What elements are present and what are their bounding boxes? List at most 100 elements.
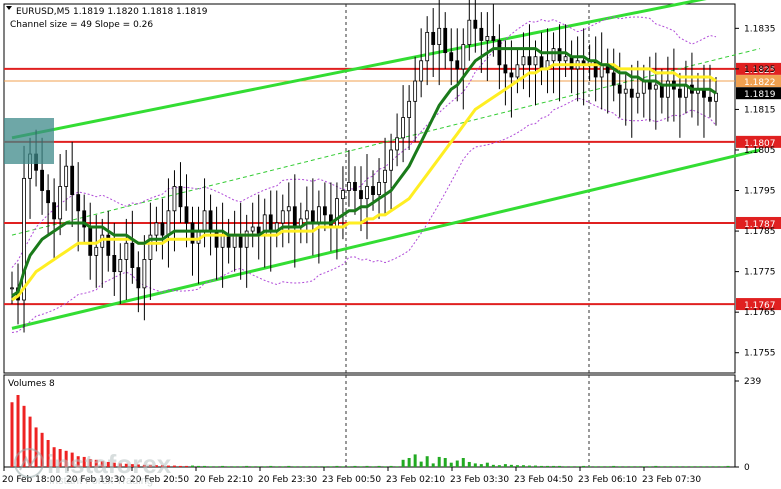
ma-yellow-line [11,63,717,302]
level-tag-1 [736,135,781,148]
candle-body-2 [22,177,26,301]
candle-body-16 [106,234,111,256]
current-price-tag-1 [736,87,781,100]
current-price-label-0: 1.1822 [744,78,776,88]
candle-body-50 [310,210,315,224]
x-tick-label-5: 23 Feb 00:50 [322,475,381,485]
candle-body-14 [94,246,99,256]
x-tick-label-10: 23 Feb 07:30 [642,475,701,485]
watermark-brand: instaforex [47,449,172,479]
candle-body-117 [714,92,718,102]
candle-body-116 [708,96,712,102]
level-label-3: 1.1767 [744,301,776,311]
candle-body-85 [521,56,526,66]
level-tag-0 [736,62,781,75]
candle-body-92 [563,56,568,62]
candle-body-101 [617,84,622,94]
candle-body-91 [557,48,562,62]
candle-body-11 [76,194,81,212]
current-price-label-1: 1.1819 [744,90,776,100]
candle-body-60 [371,186,375,195]
candle-body-34 [214,230,219,248]
candle-body-8 [58,186,63,220]
candle-body-81 [497,40,502,66]
level-tag-2 [736,216,781,229]
indicator-text: Channel size = 49 Slope = 0.26 [10,20,153,30]
y-tick-label-1: 1.1825 [744,65,776,75]
y-tick-label-0: 1.1835 [744,24,776,34]
watermark-tagline: Instant Forex Trading [49,475,153,487]
candle-body-24 [154,222,159,236]
volume-y-tick-label-1: 0 [744,463,750,473]
y-tick-label-7: 1.1765 [744,308,776,318]
logo-arrow-icon [19,453,39,471]
candle-body-73 [449,52,454,62]
candle-body-36 [226,234,231,248]
candle-body-13 [88,226,93,256]
candle-body-93 [569,56,574,70]
candle-body-51 [316,206,321,224]
candle-body-6 [46,190,51,204]
candle-body-18 [118,259,123,273]
candle-body-105 [641,80,646,94]
candle-body-29 [184,206,189,224]
candle-body-88 [539,56,544,70]
candle-body-32 [202,210,207,232]
logo-ring-icon [14,448,44,478]
candle-body-37 [232,234,237,248]
channel-upper-line [11,0,707,140]
candle-body-56 [347,182,351,191]
candle-body-65 [401,117,406,139]
candle-body-0 [10,287,14,290]
candle-body-100 [611,72,616,86]
x-tick-label-1: 20 Feb 19:30 [66,475,125,485]
candle-body-63 [389,149,393,171]
candle-body-47 [292,206,297,228]
band-lower [11,97,717,333]
candle-body-55 [341,190,345,200]
candle-body-46 [286,206,291,212]
candle-body-104 [635,92,640,98]
candle-body-61 [377,182,381,195]
candle-body-49 [304,210,309,220]
candle-body-108 [659,84,664,98]
candle-body-12 [82,210,87,228]
candle-body-27 [172,186,177,212]
candle-body-103 [629,88,634,98]
y-tick-label-4: 1.1795 [744,187,776,197]
candle-body-45 [280,210,285,224]
candle-body-86 [527,56,532,66]
candle-body-33 [208,210,213,232]
candle-body-26 [166,210,171,236]
candle-body-43 [268,214,273,232]
y-tick-label-5: 1.1785 [744,227,776,237]
x-tick-label-4: 20 Feb 23:30 [258,475,317,485]
candle-body-5 [40,169,44,191]
candle-body-74 [455,60,460,70]
candle-body-80 [491,36,496,41]
candle-body-58 [359,190,363,200]
candle-body-72 [443,27,448,54]
candle-body-59 [365,186,369,200]
candle-body-87 [533,56,538,66]
candle-body-83 [509,72,514,78]
candle-body-76 [467,19,472,45]
candle-body-25 [160,222,165,236]
price-panel-frame [3,3,736,374]
candle-body-21 [136,267,141,289]
channel-lower-line [11,148,761,330]
candle-body-52 [322,206,327,216]
band-upper [11,15,717,268]
current-price-tag-0 [736,75,781,88]
x-tick-label-8: 23 Feb 04:50 [514,475,573,485]
candle-body-107 [653,84,658,90]
x-tick-label-2: 20 Feb 20:50 [130,475,189,485]
volume-panel-frame [3,374,736,468]
candle-body-77 [473,19,478,29]
candle-body-84 [515,64,520,78]
x-tick-label-7: 23 Feb 03:30 [450,475,509,485]
candle-body-38 [238,234,243,248]
candle-body-54 [335,198,339,228]
